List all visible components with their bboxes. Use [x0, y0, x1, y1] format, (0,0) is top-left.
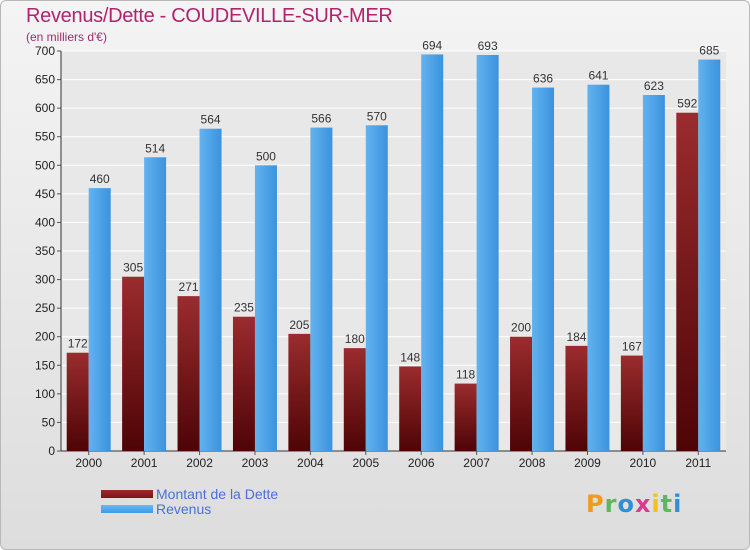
bar-dette: [565, 345, 588, 451]
bar-dette: [676, 112, 699, 451]
logo-letter: o: [617, 490, 635, 518]
proxiti-logo: Proxiti: [586, 490, 682, 518]
y-tick-label: 250: [35, 301, 55, 315]
bar-dette: [510, 336, 533, 451]
bar-dette: [122, 276, 145, 451]
data-label-revenus: 693: [478, 39, 498, 53]
data-label-revenus: 500: [256, 149, 276, 163]
data-label-dette: 305: [123, 261, 143, 275]
data-label-revenus: 623: [644, 79, 664, 93]
y-tick-label: 700: [35, 44, 55, 58]
bar-revenus: [254, 165, 277, 452]
logo-letter: x: [634, 490, 652, 518]
y-tick-label: 300: [35, 273, 55, 287]
legend-swatch-revenus: [101, 505, 153, 513]
data-label-dette: 592: [677, 97, 697, 111]
bar-dette: [454, 383, 477, 451]
data-label-dette: 235: [234, 301, 254, 315]
y-tick-label: 0: [48, 444, 55, 458]
legend-label-dette: Montant de la Dette: [156, 486, 279, 502]
data-label-dette: 180: [345, 332, 365, 346]
data-label-dette: 167: [622, 340, 642, 354]
y-tick-label: 350: [35, 244, 55, 258]
y-tick-label: 100: [35, 387, 55, 401]
logo-letter: i: [651, 490, 661, 518]
logo-letter: P: [586, 490, 605, 518]
bar-dette: [399, 366, 422, 451]
logo-letter: i: [673, 490, 683, 518]
bar-dette: [343, 348, 366, 451]
bar-revenus: [144, 157, 167, 452]
data-label-dette: 200: [511, 321, 531, 335]
bar-revenus: [698, 59, 721, 451]
x-tick-label: 2005: [352, 456, 379, 470]
x-tick-label: 2003: [242, 456, 269, 470]
bar-revenus: [476, 55, 499, 451]
data-label-revenus: 514: [145, 141, 165, 155]
data-label-revenus: 564: [201, 113, 221, 127]
bar-dette: [66, 352, 89, 451]
data-label-revenus: 460: [90, 172, 110, 186]
y-tick-label: 50: [42, 415, 56, 429]
data-label-dette: 172: [68, 337, 88, 351]
y-tick-label: 550: [35, 130, 55, 144]
y-tick-label: 200: [35, 330, 55, 344]
y-tick-label: 600: [35, 101, 55, 115]
data-label-dette: 118: [456, 368, 475, 382]
x-tick-label: 2010: [630, 456, 657, 470]
x-tick-label: 2000: [75, 456, 102, 470]
x-tick-label: 2004: [297, 456, 324, 470]
bar-dette: [232, 316, 255, 451]
bar-dette: [288, 333, 311, 451]
x-tick-label: 2006: [408, 456, 435, 470]
x-tick-label: 2007: [463, 456, 490, 470]
legend-swatch-dette: [101, 490, 153, 498]
y-tick-label: 150: [35, 358, 55, 372]
bar-revenus: [642, 95, 665, 451]
data-label-revenus: 641: [588, 69, 608, 83]
y-tick-label: 650: [35, 73, 55, 87]
y-tick-label: 400: [35, 215, 55, 229]
data-label-dette: 271: [179, 280, 199, 294]
x-tick-label: 2009: [574, 456, 601, 470]
bar-revenus: [199, 128, 222, 451]
y-tick-label: 500: [35, 158, 55, 172]
bar-revenus: [587, 84, 610, 451]
data-label-revenus: 685: [699, 44, 719, 58]
x-tick-label: 2001: [131, 456, 158, 470]
bar-revenus: [310, 127, 333, 452]
bar-revenus: [532, 87, 555, 452]
chart-subtitle: (en milliers d'€): [26, 30, 107, 44]
bar-dette: [177, 296, 200, 451]
data-label-dette: 148: [400, 350, 420, 364]
bar-revenus: [365, 125, 388, 452]
bar-dette: [620, 355, 643, 451]
chart-title: Revenus/Dette - COUDEVILLE-SUR-MER: [26, 5, 393, 27]
data-label-dette: 184: [566, 330, 586, 344]
legend-label-revenus: Revenus: [156, 501, 212, 517]
data-label-revenus: 694: [422, 38, 442, 52]
x-tick-label: 2011: [685, 456, 711, 470]
bar-revenus: [421, 54, 444, 452]
bar-revenus: [88, 188, 111, 451]
y-tick-label: 450: [35, 187, 55, 201]
data-label-revenus: 566: [311, 112, 331, 126]
data-label-revenus: 636: [533, 72, 553, 86]
x-tick-label: 2008: [519, 456, 546, 470]
data-label-revenus: 570: [367, 109, 387, 123]
data-label-dette: 205: [289, 318, 309, 332]
x-tick-label: 2002: [186, 456, 213, 470]
logo-letter: t: [660, 490, 674, 518]
logo-letter: r: [604, 490, 618, 518]
